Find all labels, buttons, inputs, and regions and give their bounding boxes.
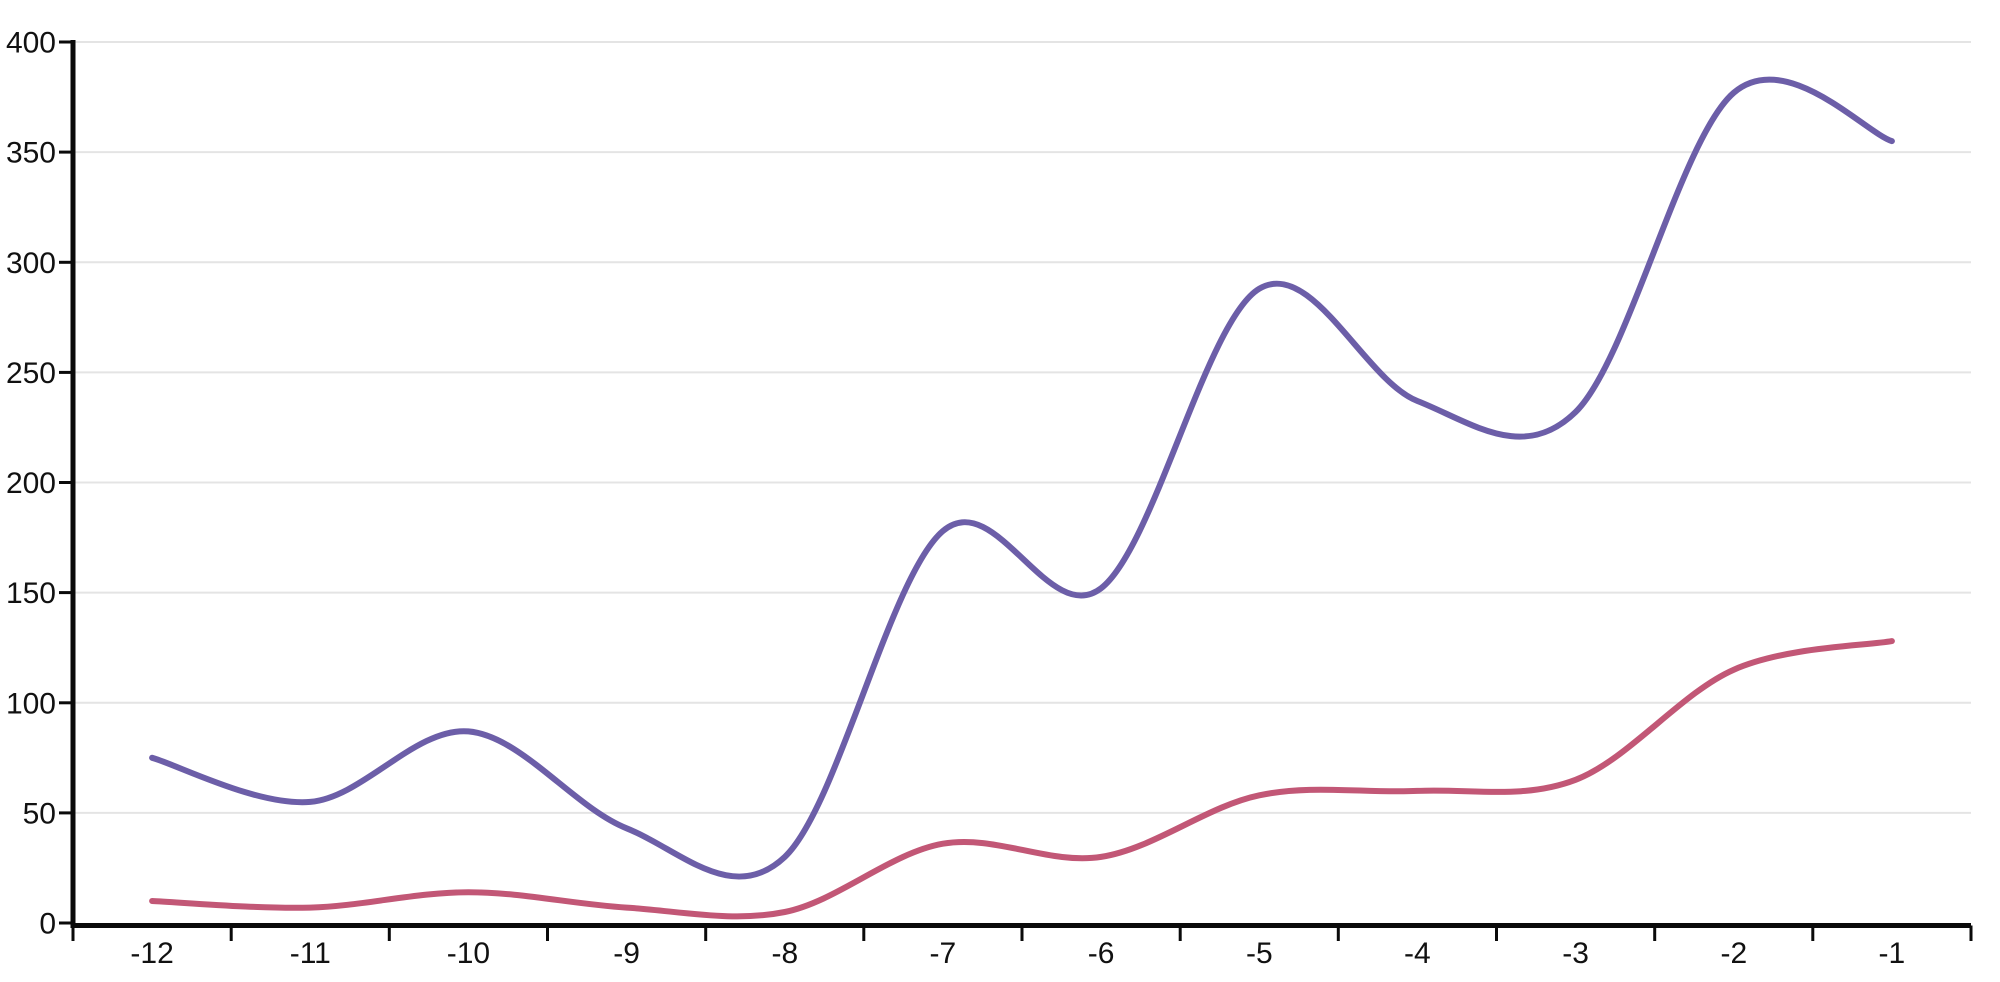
x-tick-label: -9 [613, 937, 640, 970]
x-tick-label: -12 [130, 937, 173, 970]
y-tick-label: 0 [39, 908, 56, 941]
x-tick-label: -11 [290, 937, 331, 970]
x-tick-label: -1 [1879, 937, 1906, 970]
y-tick-label: 50 [23, 797, 56, 830]
y-tick-label: 250 [6, 357, 56, 390]
x-tick-label: -2 [1720, 937, 1747, 970]
series-line-lower-pink-line [149, 638, 1895, 920]
x-tick-label: -4 [1404, 937, 1431, 970]
series-line-upper-purple-line [149, 76, 1895, 880]
x-tick-label: -7 [930, 937, 957, 970]
y-tick-label: 350 [6, 137, 56, 170]
x-tick-label: -10 [447, 937, 490, 970]
y-tick-label: 100 [6, 687, 56, 720]
y-tick-label: 300 [6, 247, 56, 280]
y-tick-label: 400 [6, 27, 56, 60]
x-tick-label: -5 [1246, 937, 1273, 970]
y-tick-label: 150 [6, 577, 56, 610]
x-tick-label: -8 [771, 937, 798, 970]
x-tick-label: -3 [1562, 937, 1589, 970]
x-tick-label: -6 [1088, 937, 1115, 970]
y-tick-label: 200 [6, 467, 56, 500]
